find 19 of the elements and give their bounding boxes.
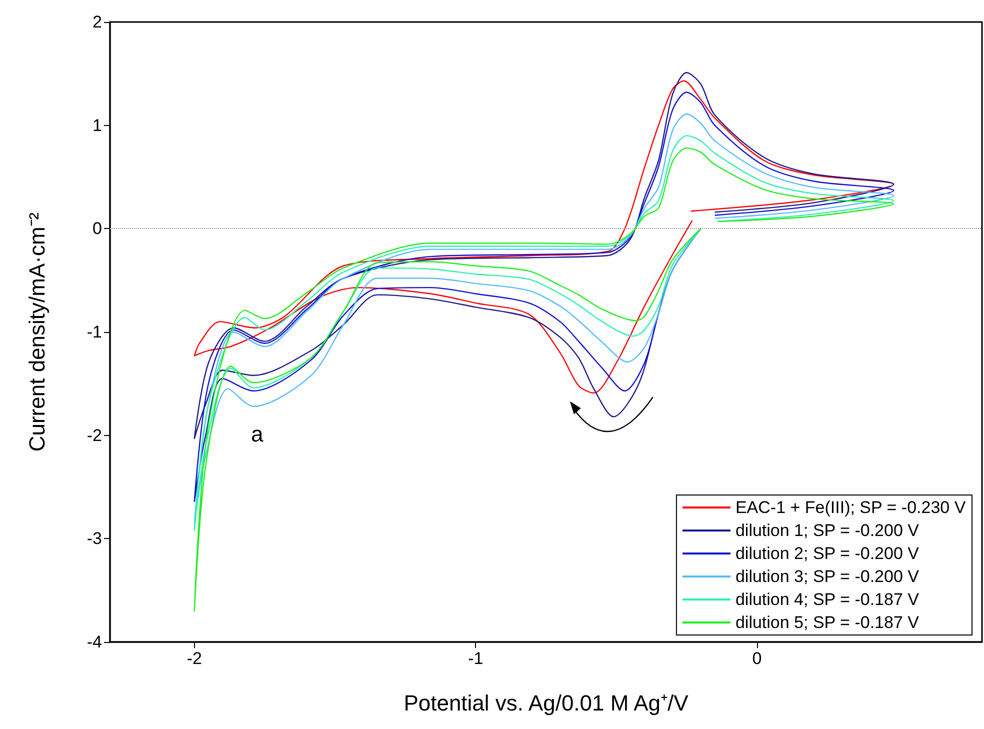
- y-tick-label: -2: [86, 426, 102, 445]
- y-tick-label: 2: [92, 12, 102, 32]
- x-tick-label: 0: [752, 649, 762, 668]
- x-tick-label: -2: [186, 649, 202, 668]
- y-tick-label: 0: [92, 219, 102, 238]
- y-axis-title: Current density/mA·cm⁻²: [24, 212, 50, 452]
- legend-label: dilution 5; SP = -0.187 V: [735, 613, 920, 632]
- legend-label: dilution 2; SP = -0.200 V: [735, 544, 920, 563]
- legend-label: dilution 1; SP = -0.200 V: [735, 521, 920, 540]
- legend-label: dilution 4; SP = -0.187 V: [735, 590, 920, 609]
- annotation: a: [251, 422, 264, 446]
- y-tick-label: -4: [86, 632, 102, 652]
- y-tick-label: -3: [86, 529, 102, 548]
- y-tick-label: 1: [92, 116, 102, 135]
- x-axis-title: Potential vs. Ag/0.01 M Ag⁺/V: [404, 690, 689, 716]
- legend-label: dilution 3; SP = -0.200 V: [735, 567, 920, 586]
- y-tick-label: -1: [86, 322, 102, 342]
- x-tick-label: -1: [468, 649, 484, 668]
- legend-label: EAC-1 + Fe(III); SP = -0.230 V: [735, 498, 966, 517]
